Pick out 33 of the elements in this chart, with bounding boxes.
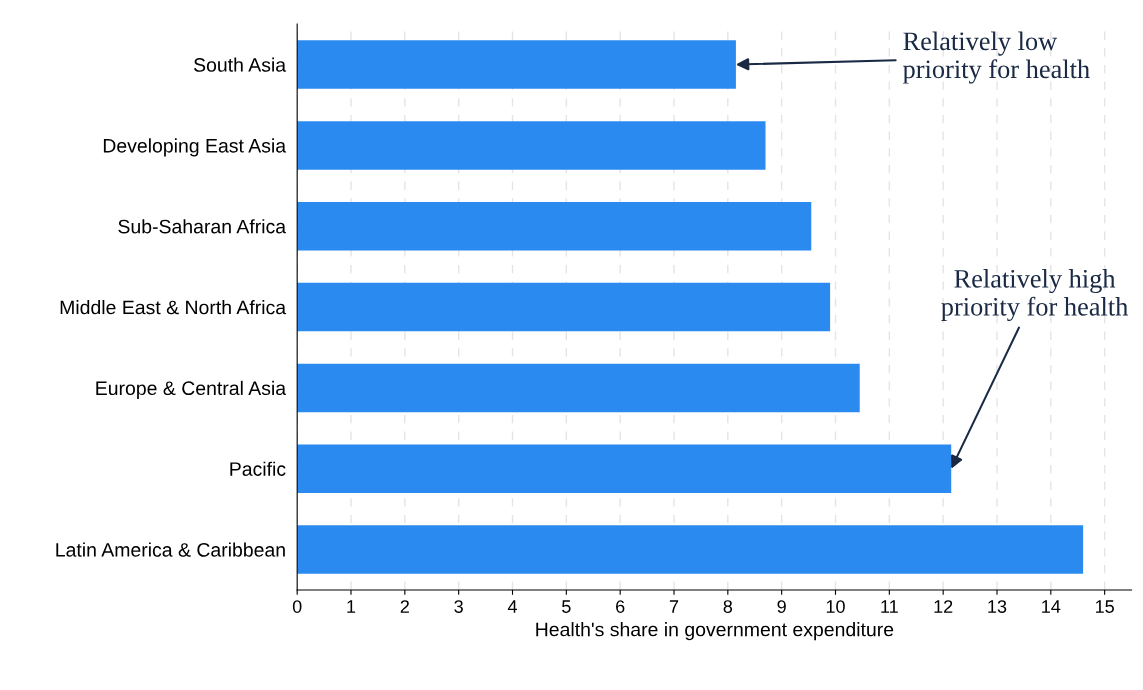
y-tick-label: Latin America & Caribbean xyxy=(56,542,285,557)
x-tick-label: 4 xyxy=(507,600,517,613)
x-tick-label: 5 xyxy=(562,600,571,613)
bar xyxy=(297,525,1084,574)
annotation: Relatively high priority for health xyxy=(941,269,1129,322)
x-tick-label: 1 xyxy=(347,600,356,613)
bar xyxy=(297,363,860,413)
x-tick-label: 6 xyxy=(616,600,625,613)
y-tick-label: Developing East Asia xyxy=(103,138,287,157)
bar xyxy=(297,121,766,170)
bar xyxy=(297,201,812,251)
bar xyxy=(297,444,952,493)
y-tick-label: South Asia xyxy=(193,57,287,72)
x-tick-label: 10 xyxy=(826,600,845,613)
x-tick-label: 8 xyxy=(723,600,733,613)
x-axis-title: Health's share in government expenditure xyxy=(536,622,894,641)
bar xyxy=(297,282,831,332)
bar xyxy=(297,40,736,89)
y-tick-label: Pacific xyxy=(230,461,286,476)
x-tick-label: 9 xyxy=(777,600,786,613)
x-tick-label: 7 xyxy=(669,600,679,613)
y-tick-label: Europe & Central Asia xyxy=(96,380,287,399)
x-tick-label: 12 xyxy=(934,600,953,613)
annotation: Relatively low priority for health xyxy=(903,31,1090,84)
y-tick-label: Sub-Saharan Africa xyxy=(118,219,287,234)
x-tick-label: 11 xyxy=(881,600,898,613)
x-tick-label: 15 xyxy=(1095,600,1114,613)
x-tick-label: 2 xyxy=(400,600,409,613)
x-tick-label: 3 xyxy=(454,600,463,613)
y-tick-label: Middle East & North Africa xyxy=(60,300,287,315)
x-tick-label: 14 xyxy=(1042,600,1061,613)
x-tick-label: 0 xyxy=(292,600,302,613)
x-tick-label: 13 xyxy=(988,600,1007,613)
